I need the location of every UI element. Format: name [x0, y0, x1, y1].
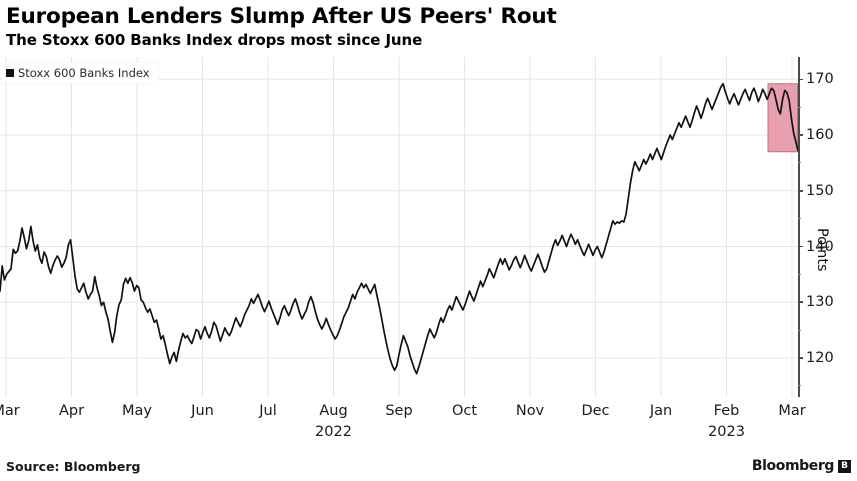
y-axis-minor-tick [798, 106, 801, 108]
y-axis-tick-label: 170 [806, 71, 834, 88]
source-note: Source: Bloomberg [6, 459, 141, 474]
y-axis-tick [798, 301, 803, 303]
bloomberg-mark-icon: B [838, 459, 851, 473]
y-axis-minor-tick [798, 218, 801, 220]
x-axis-tick-label: Oct [451, 403, 478, 419]
y-axis-tick [798, 357, 803, 359]
x-axis-tick-label: Aug [319, 403, 348, 419]
y-axis: 120 130 140 150 160 170 [798, 57, 857, 397]
chart-legend[interactable]: Stoxx 600 Banks Index [2, 63, 158, 83]
x-axis-year-label: 2022 [315, 424, 352, 440]
y-axis-tick-label: 120 [806, 349, 834, 366]
page-subtitle: The Stoxx 600 Banks Index drops most sin… [6, 31, 423, 49]
x-axis-tick-label: Dec [581, 403, 610, 419]
y-axis-tick [798, 245, 803, 248]
y-axis-spine [798, 57, 800, 397]
legend-label: Stoxx 600 Banks Index [18, 66, 150, 80]
x-axis: Mar Apr May Jun Jul Aug 2022 Sep Oct Nov Dec Jan Feb… [0, 397, 857, 452]
y-axis-tick-label: 150 [806, 182, 834, 199]
highlight-rect [767, 83, 798, 153]
y-axis-tick-label: 160 [806, 127, 834, 144]
x-axis-tick-label: Jun [191, 403, 214, 419]
y-axis-minor-tick [798, 273, 801, 275]
legend-swatch-icon [6, 69, 14, 77]
x-axis-tick-label: Jul [259, 403, 277, 419]
page-title: European Lenders Slump After US Peers' R… [6, 4, 557, 29]
y-axis-tick [798, 190, 803, 192]
bloomberg-wordmark: Bloomberg [751, 458, 835, 474]
line-chart-svg [0, 57, 798, 397]
x-axis-tick-label: Jan [649, 403, 673, 419]
x-axis-tick-label: Nov [515, 403, 545, 419]
x-axis-tick-label: Sep [385, 403, 413, 419]
bloomberg-logo: Bloomberg B [752, 458, 851, 474]
y-axis-minor-tick [798, 329, 801, 331]
x-axis-tick-label: Apr [58, 403, 85, 419]
x-axis-tick-label: Mar [778, 403, 806, 419]
x-axis-year-label: 2023 [708, 424, 745, 440]
plot-area [0, 57, 798, 397]
y-axis-minor-tick [798, 162, 801, 164]
y-axis-tick-label: 130 [806, 294, 834, 311]
x-axis-tick-label: May [122, 403, 152, 419]
y-axis-tick-label: 140 [806, 238, 834, 255]
y-axis-minor-tick [798, 385, 801, 387]
x-axis-tick-label: Mar [0, 403, 20, 419]
gridlines [0, 57, 798, 397]
y-axis-tick [798, 134, 803, 136]
y-axis-tick [798, 78, 803, 81]
x-axis-tick-label: Feb [713, 403, 740, 419]
highlight-band [767, 83, 798, 153]
series-line-stoxx-600-banks-index [0, 82, 798, 375]
